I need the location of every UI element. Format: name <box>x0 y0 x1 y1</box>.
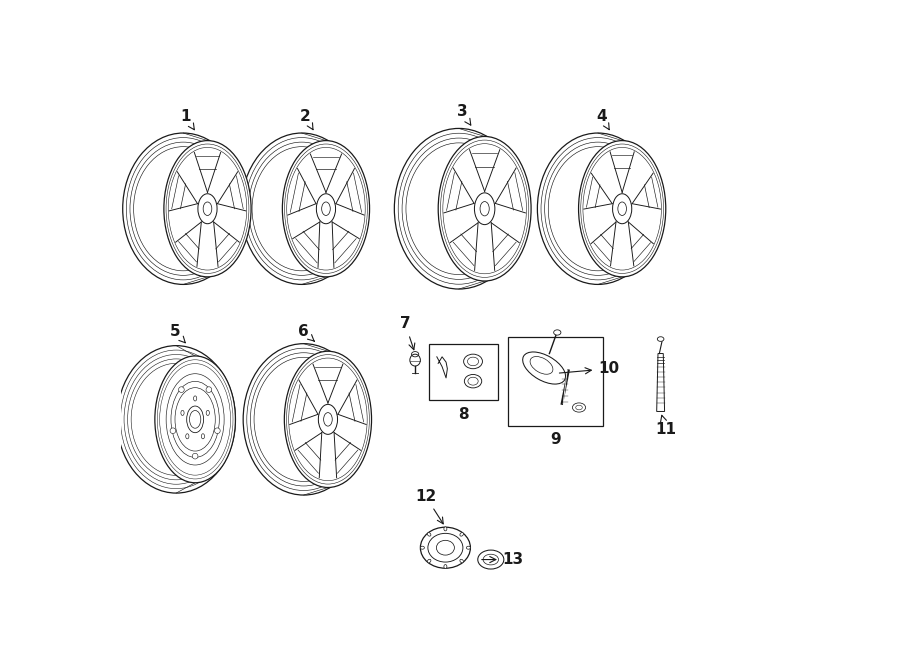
Ellipse shape <box>428 559 431 563</box>
Text: 5: 5 <box>169 325 185 343</box>
Ellipse shape <box>283 141 370 277</box>
Ellipse shape <box>185 434 189 439</box>
Text: 11: 11 <box>655 415 677 437</box>
Text: 7: 7 <box>400 317 415 350</box>
Ellipse shape <box>170 428 176 434</box>
Ellipse shape <box>284 351 372 487</box>
Text: 6: 6 <box>299 325 314 341</box>
Bar <box>508 337 603 426</box>
Ellipse shape <box>537 133 659 284</box>
Ellipse shape <box>317 194 336 223</box>
Ellipse shape <box>474 193 495 225</box>
Ellipse shape <box>420 527 471 568</box>
Ellipse shape <box>241 133 363 284</box>
Ellipse shape <box>617 202 626 215</box>
Ellipse shape <box>178 387 184 393</box>
Ellipse shape <box>206 387 211 393</box>
Ellipse shape <box>464 354 482 369</box>
Ellipse shape <box>572 403 586 412</box>
Bar <box>429 344 498 400</box>
Ellipse shape <box>214 428 220 434</box>
Ellipse shape <box>428 533 431 536</box>
Ellipse shape <box>319 405 338 434</box>
Ellipse shape <box>198 194 217 223</box>
Text: 1: 1 <box>180 109 194 130</box>
Text: 12: 12 <box>415 489 443 524</box>
Ellipse shape <box>117 346 236 493</box>
Ellipse shape <box>243 344 365 495</box>
Ellipse shape <box>464 375 482 388</box>
Ellipse shape <box>657 336 664 341</box>
Text: 3: 3 <box>456 104 471 125</box>
Text: 2: 2 <box>300 109 313 130</box>
Ellipse shape <box>203 202 212 215</box>
Ellipse shape <box>155 356 236 483</box>
Ellipse shape <box>186 406 203 433</box>
Ellipse shape <box>438 136 531 281</box>
Text: 13: 13 <box>482 552 524 567</box>
Text: 10: 10 <box>560 361 619 376</box>
Ellipse shape <box>324 412 332 426</box>
Ellipse shape <box>193 453 198 459</box>
Ellipse shape <box>444 527 447 531</box>
Text: 8: 8 <box>458 407 469 422</box>
Ellipse shape <box>444 564 447 568</box>
Ellipse shape <box>460 533 464 536</box>
Ellipse shape <box>321 202 330 215</box>
Ellipse shape <box>190 410 201 428</box>
Ellipse shape <box>420 546 425 549</box>
Ellipse shape <box>202 434 204 439</box>
Ellipse shape <box>579 141 666 277</box>
Ellipse shape <box>206 410 210 415</box>
Ellipse shape <box>523 352 565 384</box>
Ellipse shape <box>194 396 197 401</box>
Text: 9: 9 <box>550 432 561 447</box>
Ellipse shape <box>478 550 504 569</box>
Ellipse shape <box>480 202 490 216</box>
Ellipse shape <box>460 559 464 563</box>
Ellipse shape <box>181 410 184 415</box>
Ellipse shape <box>394 128 524 289</box>
Ellipse shape <box>410 354 420 366</box>
Ellipse shape <box>164 141 251 277</box>
Ellipse shape <box>122 133 244 284</box>
Text: 4: 4 <box>596 109 609 130</box>
Ellipse shape <box>554 330 561 335</box>
Ellipse shape <box>466 546 471 549</box>
Ellipse shape <box>613 194 632 223</box>
Polygon shape <box>657 354 664 411</box>
